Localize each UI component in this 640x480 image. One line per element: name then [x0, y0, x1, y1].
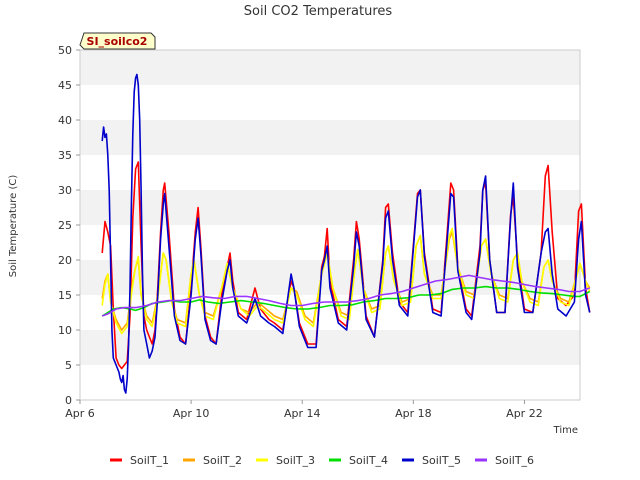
legend-label: SoilT_2 — [203, 454, 242, 467]
legend-item: SoilT_2 — [183, 454, 242, 467]
series-line-soilt-3 — [101, 227, 591, 335]
x-tick-label: Apr 22 — [506, 407, 543, 420]
y-tick-label: 45 — [58, 79, 72, 92]
grid-band — [80, 330, 580, 365]
y-tick-label: 25 — [58, 219, 72, 232]
x-tick-label: Apr 10 — [173, 407, 210, 420]
series-lines — [101, 73, 591, 394]
y-axis: 0 5 10 15 20 25 30 35 40 45 50 — [58, 44, 80, 407]
grid-band — [80, 365, 580, 400]
legend-label: SoilT_1 — [130, 454, 169, 467]
legend-label: SoilT_6 — [495, 454, 534, 467]
legend-label: SoilT_5 — [422, 454, 461, 467]
grid-bands — [80, 50, 580, 400]
y-axis-label: Soil Temperature (C) — [8, 175, 19, 278]
y-tick-label: 15 — [58, 289, 72, 302]
site-tag: SI_soilco2 — [79, 32, 156, 50]
legend-item: SoilT_4 — [329, 454, 388, 467]
grid-band — [80, 50, 580, 85]
legend-label: SoilT_3 — [276, 454, 315, 467]
x-tick-label: Apr 6 — [65, 407, 95, 420]
series-line-soilt-5 — [101, 73, 591, 394]
site-tag-box — [79, 32, 156, 50]
grid-band — [80, 190, 580, 225]
y-tick-label: 10 — [58, 324, 72, 337]
legend-item: SoilT_3 — [256, 454, 315, 467]
y-tick-label: 20 — [58, 254, 72, 267]
legend-label: SoilT_4 — [349, 454, 388, 467]
y-tick-label: 35 — [58, 149, 72, 162]
y-tick-label: 40 — [58, 114, 72, 127]
y-tick-label: 50 — [58, 44, 72, 57]
grid-band — [80, 120, 580, 155]
site-tag-label: SI_soilco2 — [87, 35, 148, 48]
legend-item: SoilT_1 — [110, 454, 169, 467]
legend-item: SoilT_5 — [402, 454, 461, 467]
x-tick-label: Apr 18 — [395, 407, 432, 420]
y-tick-label: 5 — [65, 359, 72, 372]
x-tick-label: Apr 14 — [284, 407, 321, 420]
x-axis: Apr 6 Apr 10 Apr 14 Apr 18 Apr 22 — [65, 400, 543, 420]
y-tick-label: 30 — [58, 184, 72, 197]
grid-band — [80, 225, 580, 260]
x-axis-label: Time — [553, 425, 578, 436]
legend-item: SoilT_6 — [475, 454, 534, 467]
series-line-soilt-6 — [101, 274, 590, 317]
grid-band — [80, 85, 580, 120]
grid-band — [80, 155, 580, 190]
y-tick-label: 0 — [65, 394, 72, 407]
chart-title: Soil CO2 Temperatures — [244, 4, 393, 19]
legend: SoilT_1 SoilT_2 SoilT_3 SoilT_4 SoilT_5 SoilT… — [110, 454, 534, 467]
